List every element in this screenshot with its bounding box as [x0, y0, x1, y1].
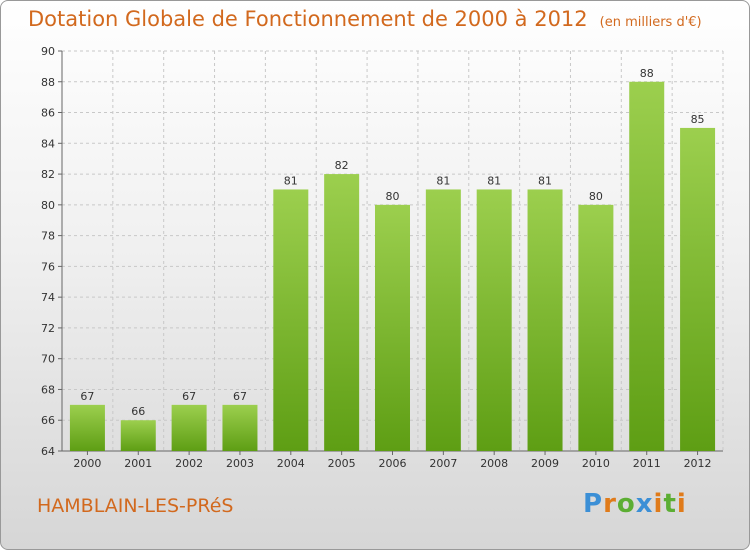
bar-2010	[578, 204, 614, 451]
x-tick-label-2010: 2010	[582, 457, 610, 470]
value-label-2004: 81	[284, 174, 298, 187]
bar-2007	[425, 189, 461, 451]
value-label-2007: 81	[436, 174, 450, 187]
value-label-2003: 67	[233, 390, 247, 403]
bar-2004	[273, 189, 309, 451]
bar-2005	[324, 174, 360, 452]
x-tick-label-2002: 2002	[175, 457, 203, 470]
value-label-2008: 81	[487, 174, 501, 187]
value-label-2005: 82	[335, 159, 349, 172]
y-tick-label: 74	[41, 291, 55, 304]
value-label-2006: 80	[386, 190, 400, 203]
value-label-2010: 80	[589, 190, 603, 203]
bars	[69, 81, 716, 452]
y-tick-label: 70	[41, 353, 55, 366]
bar-2011	[629, 81, 665, 452]
x-tick-label-2007: 2007	[429, 457, 457, 470]
chart-subtitle: (en milliers d'€)	[599, 15, 702, 30]
bar-2009	[527, 189, 563, 451]
x-tick-label-2001: 2001	[124, 457, 152, 470]
value-label-2012: 85	[691, 113, 705, 126]
y-tick-label: 82	[41, 168, 55, 181]
x-tick-label-2004: 2004	[277, 457, 305, 470]
x-tick-label-2012: 2012	[684, 457, 712, 470]
bar-2008	[476, 189, 512, 451]
value-label-2000: 67	[80, 390, 94, 403]
bar-2000	[69, 404, 105, 451]
value-label-2001: 66	[131, 405, 145, 418]
value-label-2009: 81	[538, 174, 552, 187]
y-tick-label: 80	[41, 199, 55, 212]
x-tick-label-2003: 2003	[226, 457, 254, 470]
y-tick-label: 84	[41, 137, 55, 150]
x-tick-label-2005: 2005	[328, 457, 356, 470]
chart-title: Dotation Globale de Fonctionnement de 20…	[28, 7, 702, 31]
y-tick-label: 90	[41, 45, 55, 58]
y-tick-label: 78	[41, 230, 55, 243]
bar-2001	[120, 420, 156, 451]
bar-2002	[171, 404, 207, 451]
bar-2003	[222, 404, 258, 451]
y-tick-label: 86	[41, 107, 55, 120]
x-tick-label-2011: 2011	[633, 457, 661, 470]
y-tick-label: 68	[41, 383, 55, 396]
bar-2012	[680, 127, 716, 451]
x-tick-label-2000: 2000	[73, 457, 101, 470]
x-tick-label-2006: 2006	[379, 457, 407, 470]
y-tick-label: 76	[41, 260, 55, 273]
value-label-2002: 67	[182, 390, 196, 403]
proxiti-logo: Proxiti	[583, 489, 687, 519]
x-tick-label-2009: 2009	[531, 457, 559, 470]
city-name: HAMBLAIN-LES-PRéS	[37, 495, 234, 517]
y-tick-label: 72	[41, 322, 55, 335]
x-tick-label-2008: 2008	[480, 457, 508, 470]
y-tick-label: 66	[41, 414, 55, 427]
value-label-2011: 88	[640, 67, 654, 80]
y-tick-label: 64	[41, 445, 55, 458]
y-tick-label: 88	[41, 76, 55, 89]
chart-title-text: Dotation Globale de Fonctionnement de 20…	[28, 7, 588, 31]
bar-2006	[375, 204, 410, 451]
labels: 64 66 68 70 72 74 76 78 80 82 84 86 88 90 67 2000 66 2001…	[41, 45, 712, 470]
